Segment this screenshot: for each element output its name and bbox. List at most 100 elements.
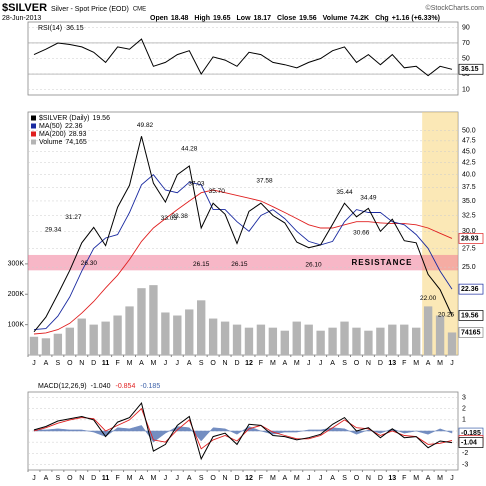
y-tick-label: 35.0 [462,198,476,205]
y-tick-label: -2 [462,450,468,457]
x-tick-label: J [32,360,36,367]
x-tick-label: A [282,360,287,367]
volume-bar [244,327,254,355]
legend-label: $SILVER (Daily) [39,115,89,122]
price-annotation: 30.66 [353,230,370,237]
x-tick-label: O [354,360,360,367]
legend-label: MA(50) [39,123,62,130]
price-annotation: 37.58 [256,178,273,185]
value-box-label: 36.15 [461,66,479,73]
volume-bar [149,285,158,355]
value-box [458,327,484,338]
quote-value: 74.2K [350,15,369,22]
volume-bar [316,330,325,355]
x-tick-label: A [282,475,287,482]
y-tick-label: 3 [462,394,466,401]
volume-bar [435,315,445,355]
x-tick-label: A [426,475,431,482]
x-tick-label: M [294,360,300,367]
volume-bar [340,321,349,355]
x-tick-label: J [319,475,323,482]
series-line [33,402,453,461]
x-tick-label: A [44,475,49,482]
x-tick-label: M [437,360,443,367]
volume-bar [256,324,266,355]
volume-bar [352,327,361,355]
legend-value: -0.854 [116,383,136,390]
resistance-band [28,254,458,271]
x-tick-label: A [44,360,49,367]
quote-label: Volume [323,15,348,22]
price-annotation: 26.30 [81,260,98,267]
panel [27,21,459,96]
volume-bar [89,324,98,355]
x-tick-label: S [199,360,204,367]
y-tick-label: 30.0 [462,228,476,235]
value-box-label: 74165 [461,329,481,336]
date: 28-Jun-2013 [2,15,41,22]
quote-value: +1.16 (+6.33%) [392,15,440,22]
x-tick-label: J [307,475,311,482]
x-tick-label: M [413,475,419,482]
x-tick-label: M [270,475,276,482]
price-annotation: 33.03 [161,215,178,222]
y-tick-label: 10 [462,86,470,93]
credit: ©StockCharts.com [426,4,485,12]
x-tick-label: J [32,475,36,482]
legend-swatch [31,123,36,129]
price-annotation: 20.25 [438,311,455,318]
series-line [33,38,453,77]
x-tick-label: S [342,475,347,482]
x-tick-label: J [176,475,180,482]
price-annotation: 26.10 [305,261,322,268]
legend-value: -0.185 [140,383,160,390]
volume-bar [173,315,182,355]
quote-value: 19.65 [213,15,231,22]
value-box [458,63,484,75]
legend-swatch [31,139,36,145]
price-annotation: 37.03 [188,181,205,188]
x-tick-label: M [294,475,300,482]
x-tick-label: J [164,360,168,367]
x-tick-label: S [342,360,347,367]
x-tick-label: A [330,360,335,367]
volume-bar [101,321,110,355]
quote-label: High [194,15,210,22]
legend-value: -1.040 [91,383,111,390]
x-tick-label: J [450,475,454,482]
y-tick-label: 27.5 [462,245,476,252]
x-tick-label: D [91,360,96,367]
volume-bar [376,327,385,355]
value-box-label: 28.93 [461,235,479,242]
symbol: $SILVER [2,2,47,14]
volume-bar [53,333,63,355]
y-tick-label: 47.5 [462,138,476,145]
x-tick-label: D [234,475,239,482]
legend-value: 22.36 [65,123,83,130]
price-annotation: 34.49 [360,195,377,202]
x-tick-label: A [139,360,144,367]
x-tick-label: J [176,360,180,367]
x-tick-label: F [402,475,406,482]
x-tick-label: J [319,360,323,367]
x-tick-label: 11 [102,475,110,482]
price-annotation: 31.27 [65,214,82,221]
series-line [33,136,453,333]
y-tick-label: 50 [462,55,470,62]
x-tick-label: F [402,360,406,367]
volume-bar [208,318,218,355]
quote-label: Open [150,15,168,22]
panel [27,111,459,356]
value-box-label: 19.56 [461,312,479,319]
subtitle: Silver - Spot Price (EOD) [51,6,129,13]
x-tick-label: F [115,475,119,482]
volume-bar [268,327,278,355]
y-tick-label: 25.0 [462,264,476,271]
x-tick-label: O [354,475,360,482]
y-tick-label: 2 [462,406,466,413]
y-tick-label: -3 [462,461,468,468]
x-tick-label: N [366,475,371,482]
x-tick-label: M [437,475,443,482]
price-annotation: 44.28 [181,145,198,152]
x-tick-label: D [91,475,96,482]
